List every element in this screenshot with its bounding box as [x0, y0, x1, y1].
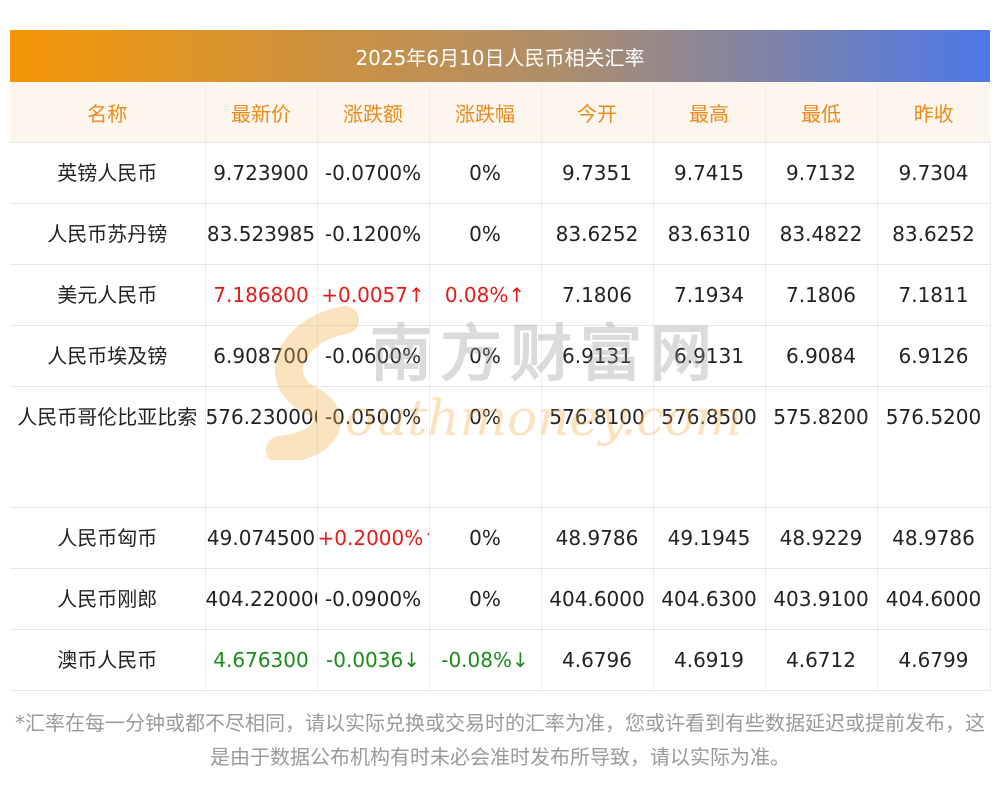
change-amount: -0.0700%: [317, 142, 430, 204]
change-amount: -0.0036↓: [317, 629, 430, 691]
prev-close: 7.1811: [877, 264, 991, 326]
low-price: 9.7132: [765, 142, 878, 204]
change-pct: 0%: [429, 568, 542, 630]
open-price: 4.6796: [541, 629, 654, 691]
header-high: 最高: [653, 82, 766, 143]
open-price: 7.1806: [541, 264, 654, 326]
header-name: 名称: [10, 82, 206, 143]
header-low: 最低: [765, 82, 878, 143]
header-prev-close: 昨收: [877, 82, 990, 143]
change-amount: +0.0057↑: [317, 264, 430, 326]
currency-name: 人民币匈币: [10, 507, 206, 569]
high-price: 49.1945: [653, 507, 766, 569]
exchange-rate-table: 名称 最新价 涨跌额 涨跌幅 今开 最高 最低 昨收 英镑人民币 9.72390…: [10, 82, 991, 691]
latest-price: 9.723900: [205, 142, 318, 204]
page-title: 2025年6月10日人民币相关汇率: [10, 30, 990, 82]
table-header-row: 名称 最新价 涨跌额 涨跌幅 今开 最高 最低 昨收: [10, 82, 990, 143]
change-pct: -0.08%↓: [429, 629, 542, 691]
change-amount: -0.0900%: [317, 568, 430, 630]
table-row: 人民币哥伦比亚比索 576.230000 -0.0500% 0% 576.810…: [10, 386, 991, 508]
latest-price: 4.676300: [205, 629, 318, 691]
prev-close: 6.9126: [877, 325, 991, 387]
table-row: 澳币人民币 4.676300 -0.0036↓ -0.08%↓ 4.6796 4…: [10, 629, 991, 691]
high-price: 4.6919: [653, 629, 766, 691]
currency-name: 人民币埃及镑: [10, 325, 206, 387]
currency-name: 美元人民币: [10, 264, 206, 326]
change-pct: 0%: [429, 507, 542, 569]
currency-name: 人民币哥伦比亚比索: [10, 386, 206, 508]
currency-name: 人民币刚郎: [10, 568, 206, 630]
header-latest: 最新价: [205, 82, 318, 143]
open-price: 83.6252: [541, 203, 654, 265]
change-pct: 0%: [429, 203, 542, 265]
change-amount: -0.0500%: [317, 386, 430, 508]
table-row: 人民币埃及镑 6.908700 -0.0600% 0% 6.9131 6.913…: [10, 325, 991, 387]
high-price: 83.6310: [653, 203, 766, 265]
open-price: 576.8100: [541, 386, 654, 508]
low-price: 403.9100: [765, 568, 878, 630]
open-price: 9.7351: [541, 142, 654, 204]
high-price: 404.6300: [653, 568, 766, 630]
low-price: 7.1806: [765, 264, 878, 326]
table-row: 英镑人民币 9.723900 -0.0700% 0% 9.7351 9.7415…: [10, 142, 991, 204]
header-open: 今开: [541, 82, 654, 143]
prev-close: 4.6799: [877, 629, 991, 691]
table-row: 人民币刚郎 404.220000 -0.0900% 0% 404.6000 40…: [10, 568, 991, 630]
low-price: 6.9084: [765, 325, 878, 387]
low-price: 83.4822: [765, 203, 878, 265]
open-price: 404.6000: [541, 568, 654, 630]
prev-close: 9.7304: [877, 142, 991, 204]
high-price: 7.1934: [653, 264, 766, 326]
change-pct: 0.08%↑: [429, 264, 542, 326]
high-price: 576.8500: [653, 386, 766, 508]
change-pct: 0%: [429, 142, 542, 204]
low-price: 48.9229: [765, 507, 878, 569]
header-change-pct: 涨跌幅: [429, 82, 542, 143]
header-change: 涨跌额: [317, 82, 430, 143]
open-price: 48.9786: [541, 507, 654, 569]
prev-close: 83.6252: [877, 203, 991, 265]
table-row: 人民币匈币 49.074500 +0.2000%↑ 0% 48.9786 49.…: [10, 507, 991, 569]
high-price: 6.9131: [653, 325, 766, 387]
currency-name: 人民币苏丹镑: [10, 203, 206, 265]
change-amount: +0.2000%↑: [317, 507, 430, 569]
currency-name: 澳币人民币: [10, 629, 206, 691]
disclaimer-note: *汇率在每一分钟或都不尽相同，请以实际兑换或交易时的汇率为准，您或许看到有些数据…: [15, 711, 985, 769]
prev-close: 576.5200: [877, 386, 991, 508]
low-price: 4.6712: [765, 629, 878, 691]
table-row: 人民币苏丹镑 83.523985 -0.1200% 0% 83.6252 83.…: [10, 203, 991, 265]
change-pct: 0%: [429, 325, 542, 387]
prev-close: 48.9786: [877, 507, 991, 569]
change-amount: -0.1200%: [317, 203, 430, 265]
prev-close: 404.6000: [877, 568, 991, 630]
low-price: 575.8200: [765, 386, 878, 508]
latest-price: 83.523985: [205, 203, 318, 265]
latest-price: 6.908700: [205, 325, 318, 387]
latest-price: 49.074500: [205, 507, 318, 569]
high-price: 9.7415: [653, 142, 766, 204]
change-amount: -0.0600%: [317, 325, 430, 387]
open-price: 6.9131: [541, 325, 654, 387]
change-pct: 0%: [429, 386, 542, 508]
currency-name: 英镑人民币: [10, 142, 206, 204]
table-row: 美元人民币 7.186800 +0.0057↑ 0.08%↑ 7.1806 7.…: [10, 264, 991, 326]
latest-price: 404.220000: [205, 568, 318, 630]
latest-price: 7.186800: [205, 264, 318, 326]
latest-price: 576.230000: [205, 386, 318, 508]
